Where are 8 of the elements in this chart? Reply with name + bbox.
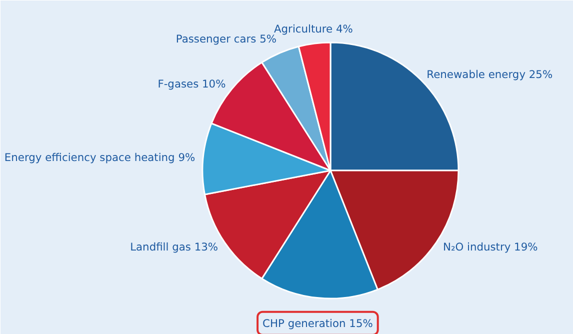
slice-label: CHP generation 15% — [262, 316, 373, 330]
slice-label: Renewable energy 25% — [426, 68, 553, 81]
slice-label: Landfill gas 13% — [130, 240, 218, 254]
slice-label: Energy efficiency space heating 9% — [4, 151, 196, 164]
slice-label: F-gases 10% — [158, 77, 226, 90]
slice-label: N₂O industry 19% — [442, 240, 538, 254]
slice-label: Passenger cars 5% — [176, 32, 277, 46]
slice-label: Agriculture 4% — [274, 22, 353, 36]
